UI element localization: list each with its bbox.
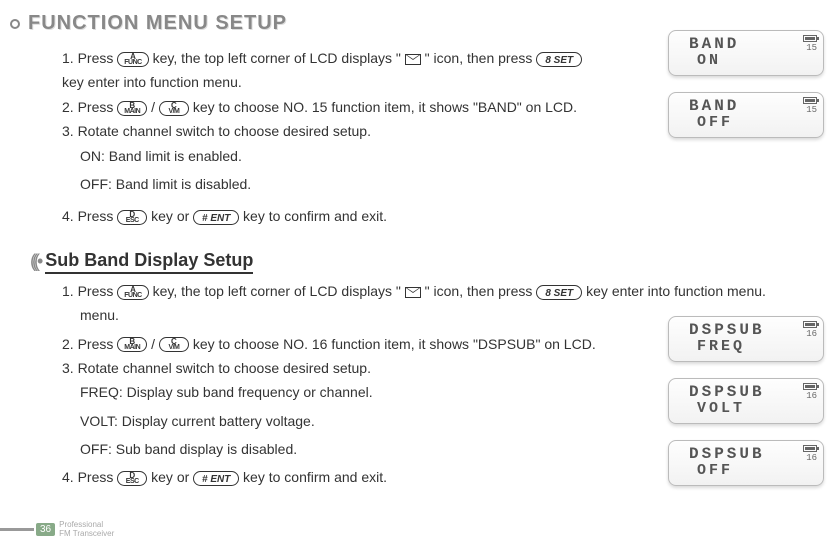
lcd-dspsub-volt: 16 DSPSUB VOLT [668, 378, 824, 424]
lcd-band-on: 15 BAND ON [668, 30, 824, 76]
key-8-set: 8 SET [536, 285, 582, 300]
page-number: 36 [36, 523, 55, 536]
step-1-cont: key enter into function menu. [62, 71, 600, 93]
key-hash-ent: # ENT [193, 471, 239, 486]
text: key or [151, 469, 193, 485]
key-c-vm: CV/M [159, 101, 189, 116]
text: key to choose NO. 15 function item, it s… [193, 99, 577, 115]
text: key to confirm and exit. [243, 469, 387, 485]
text: key enter into function menu. [586, 283, 766, 299]
step-3a: ON: Band limit is enabled. [62, 145, 600, 167]
step-2: 2. Press BMAIN / CV/M key to choose NO. … [62, 96, 600, 118]
page-title: FUNCTION MENU SETUP [28, 12, 287, 35]
text: 1. Press [62, 50, 117, 66]
key-d-esc: DESC [117, 471, 147, 486]
step-4: 4. Press DESC key or # ENT key to confir… [62, 466, 642, 488]
subhead-row: ((( • Sub Band Display Setup [30, 250, 828, 274]
footer: 36 Professional FM Transceiver [0, 520, 114, 538]
key-b-main: BMAIN [117, 101, 147, 116]
text: 2. Press [62, 99, 117, 115]
step-3b: OFF: Band limit is disabled. [62, 173, 600, 195]
key-a-func: AFUNC [117, 285, 148, 300]
text: 1. Press [62, 283, 117, 299]
key-a-func: AFUNC [117, 52, 148, 67]
text: key to choose NO. 16 function item, it s… [193, 336, 596, 352]
subhead: Sub Band Display Setup [45, 250, 253, 274]
text: " icon, then press [425, 50, 537, 66]
step-3: 3. Rotate channel switch to choose desir… [62, 120, 600, 142]
text: key or [151, 208, 193, 224]
step-1: 1. Press AFUNC key, the top left corner … [62, 47, 600, 69]
text: " icon, then press [425, 283, 537, 299]
text: 4. Press [62, 469, 117, 485]
lcd-dspsub-freq: 16 DSPSUB FREQ [668, 316, 824, 362]
key-hash-ent: # ENT [193, 210, 239, 225]
step-4: 4. Press DESC key or # ENT key to confir… [62, 205, 600, 227]
step-3c: OFF: Sub band display is disabled. [62, 438, 642, 460]
text: key to confirm and exit. [243, 208, 387, 224]
lcd-band-off: 15 BAND OFF [668, 92, 824, 138]
text: key, the top left corner of LCD displays… [153, 283, 401, 299]
text: 4. Press [62, 208, 117, 224]
text: 2. Press [62, 336, 117, 352]
radio-icon: ((( • [30, 251, 39, 272]
section-1: 1. Press AFUNC key, the top left corner … [10, 47, 600, 228]
footer-text: Professional FM Transceiver [59, 520, 114, 538]
step-3b: VOLT: Display current battery voltage. [62, 410, 642, 432]
key-c-vm: CV/M [159, 337, 189, 352]
step-3: 3. Rotate channel switch to choose desir… [62, 357, 642, 379]
lcd-dspsub-off: 16 DSPSUB OFF [668, 440, 824, 486]
key-b-main: BMAIN [117, 337, 147, 352]
bullet-icon [10, 19, 20, 29]
key-d-esc: DESC [117, 210, 147, 225]
text: key, the top left corner of LCD displays… [153, 50, 401, 66]
footer-bar [0, 528, 34, 531]
step-2: 2. Press BMAIN / CV/M key to choose NO. … [62, 333, 642, 355]
envelope-icon [405, 287, 421, 298]
envelope-icon [405, 54, 421, 65]
step-3a: FREQ: Display sub band frequency or chan… [62, 381, 642, 403]
key-8-set: 8 SET [536, 52, 582, 67]
step-1: 1. Press AFUNC key, the top left corner … [62, 280, 822, 302]
